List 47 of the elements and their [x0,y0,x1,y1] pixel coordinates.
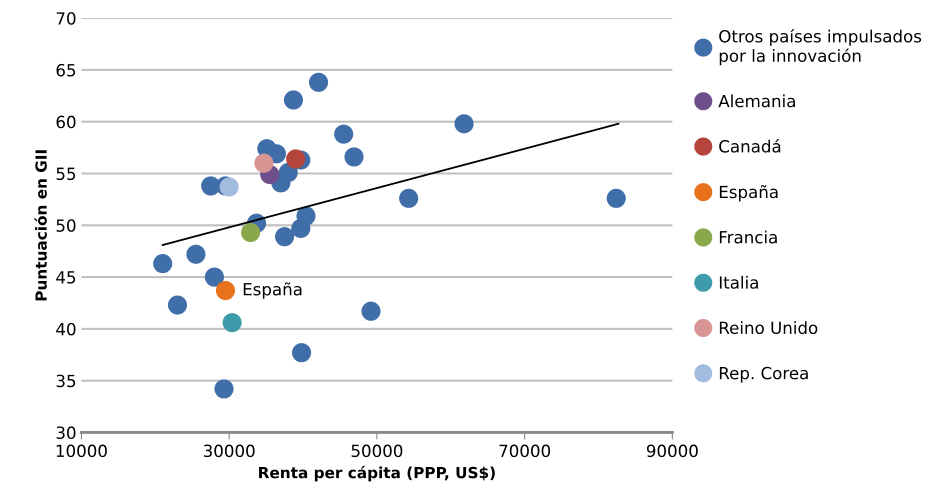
point [241,222,260,242]
y-tick-label: 60 [56,116,76,128]
legend-label: Francia [720,230,777,244]
x-tick-label: 70000 [499,444,550,458]
point [454,114,474,134]
legend-label: Alemania [718,94,795,108]
point [168,295,188,315]
point [153,254,172,274]
y-tick-label: 50 [56,219,76,232]
point [606,188,626,208]
y-tick-label: 55 [56,168,76,180]
point [204,268,224,287]
point [292,343,312,362]
x-tick-label: 90000 [646,444,698,458]
y-tick-label: 45 [56,271,76,284]
point [399,188,418,208]
x-axis-title: Renta per cápita (PPP, US$) [259,466,495,482]
point [214,379,234,399]
y-tick-label: 70 [56,12,76,25]
y-tick-label: 35 [56,374,76,388]
point [220,177,239,197]
annotation: España [244,282,302,299]
point [334,124,354,144]
legend-label: Otros países impulsados por la innovación [719,29,922,66]
point [254,154,274,173]
point [275,227,294,246]
x-tick-label: 30000 [204,444,255,458]
legend-label: Rep. Corea [720,366,808,383]
legend-label: Canadá [719,139,780,153]
point [308,72,328,92]
point [344,147,364,167]
point [186,244,206,264]
point [222,313,242,332]
point [361,302,381,321]
legend-label: Reino Unido [720,321,818,334]
legend-label: España [720,185,778,202]
y-tick-label: 30 [56,426,76,439]
point [284,90,304,110]
y-tick-label: 40 [56,322,76,336]
point [216,280,236,300]
y-tick-label: 65 [56,64,76,76]
legend-label: Italia [720,276,758,289]
point [286,149,306,169]
x-tick-label: 50000 [352,444,402,458]
y-axis-title: Puntuación en GII [34,150,47,300]
x-tick-label: 10000 [56,444,107,458]
point [296,206,316,226]
